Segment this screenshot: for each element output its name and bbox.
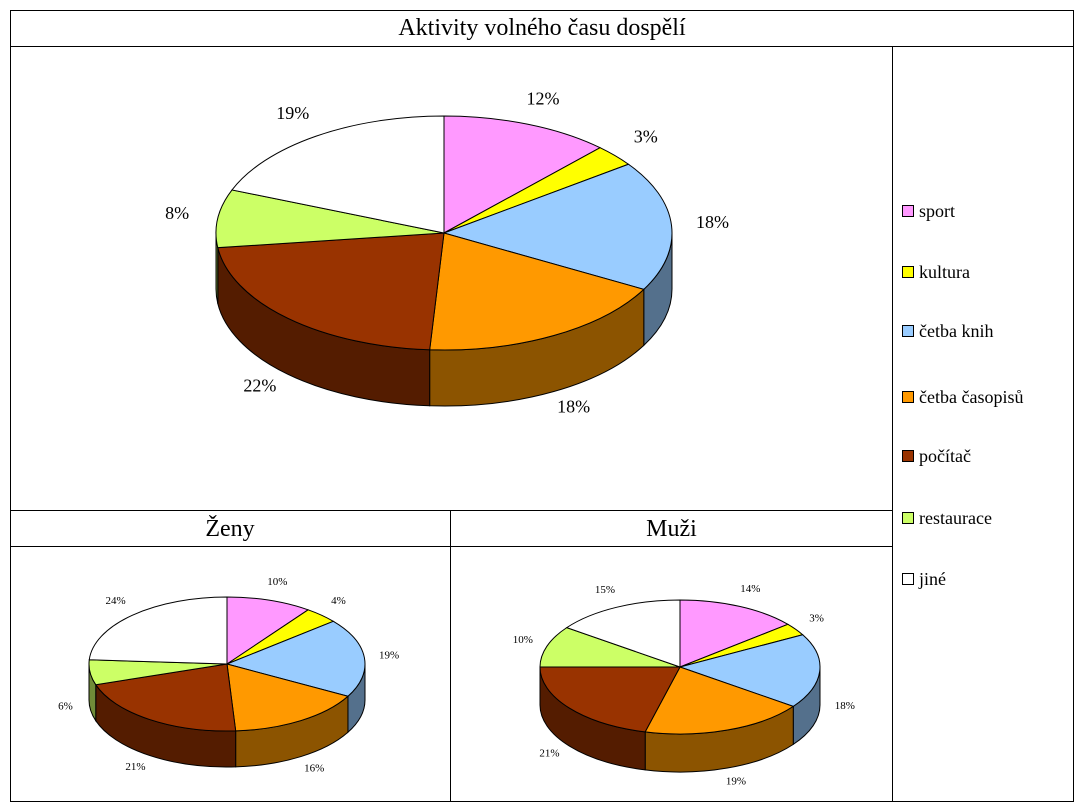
legend-label: kultura xyxy=(919,261,970,282)
pie-slice-restaurace xyxy=(539,627,681,668)
legend-item-pocitac: počítač xyxy=(902,445,971,467)
data-label: 18% xyxy=(557,397,590,417)
pie-slice-počítač xyxy=(94,663,237,732)
legend-item-kultura: kultura xyxy=(902,261,970,283)
pie-slice-četba časopisů xyxy=(429,232,645,351)
muzi-chart-title: Muži xyxy=(646,516,697,542)
pie-slice-četba knih xyxy=(225,620,366,697)
legend-swatch xyxy=(902,266,914,278)
legend-item-sport: sport xyxy=(902,200,955,222)
legend-label: počítač xyxy=(919,445,971,466)
data-label: 15% xyxy=(595,584,615,596)
divider xyxy=(450,510,451,802)
pie-slice-četba knih xyxy=(442,163,673,290)
pie-slice-sport xyxy=(443,115,602,234)
data-label: 12% xyxy=(527,88,560,108)
legend-label: četba časopisů xyxy=(919,386,1024,407)
pie-slice-jiné xyxy=(565,599,681,668)
pie-slice-sport xyxy=(679,599,790,668)
data-label: 14% xyxy=(740,583,760,595)
main-chart-title: Aktivity volného času dospělí xyxy=(398,15,686,41)
pie-slice-jiné xyxy=(231,115,445,234)
data-label: 21% xyxy=(125,761,145,773)
pie-slice-počítač xyxy=(539,666,681,733)
divider xyxy=(892,46,893,802)
data-label: 24% xyxy=(105,595,125,607)
legend-item-jine: jiné xyxy=(902,568,946,590)
pie-slice-jiné xyxy=(88,596,228,665)
legend-swatch xyxy=(902,573,914,585)
legend-swatch xyxy=(902,450,914,462)
data-label: 10% xyxy=(513,634,533,646)
data-label: 6% xyxy=(58,701,73,713)
legend-swatch xyxy=(902,205,914,217)
pie-slice-sport xyxy=(226,596,310,665)
data-label: 22% xyxy=(243,376,276,396)
chart-table-border xyxy=(10,10,1074,802)
zeny-chart-title: Ženy xyxy=(205,516,255,542)
divider xyxy=(10,46,1074,47)
data-label: 19% xyxy=(379,649,399,661)
legend-swatch xyxy=(902,512,914,524)
zeny-pie: 10% 4% 19% 16% 21% 6% 24% xyxy=(58,576,399,774)
data-label: 19% xyxy=(726,775,746,787)
legend-label: četba knih xyxy=(919,320,994,341)
data-label: 8% xyxy=(165,203,189,223)
divider xyxy=(10,546,892,547)
data-label: 10% xyxy=(267,576,287,588)
legend-swatch xyxy=(902,325,914,337)
muzi-pie: 14% 3% 18% 19% 21% 10% 15% xyxy=(513,583,855,787)
pie-slice-četba knih xyxy=(678,634,821,707)
pie-slice-četba časopisů xyxy=(226,663,349,732)
legend-item-cetba-knih: četba knih xyxy=(902,320,993,342)
data-label: 19% xyxy=(276,103,309,123)
data-label: 18% xyxy=(835,700,855,712)
legend-label: sport xyxy=(919,200,955,221)
data-label: 3% xyxy=(809,612,824,624)
legend-label: jiné xyxy=(919,568,946,589)
data-label: 21% xyxy=(539,747,559,759)
data-label: 3% xyxy=(634,127,658,147)
data-label: 18% xyxy=(696,212,729,232)
divider xyxy=(10,510,892,511)
pie-slice-četba časopisů xyxy=(644,666,795,735)
legend-item-cetba-casopisu: četba časopisů xyxy=(902,386,1023,408)
pie-slice-počítač xyxy=(217,232,445,351)
main-pie: 12% 3% 18% 18% 22% 8% 19% xyxy=(165,88,729,416)
legend-label: restaurace xyxy=(919,507,992,528)
data-label: 16% xyxy=(304,762,324,774)
legend-swatch xyxy=(902,391,914,403)
data-label: 4% xyxy=(331,595,346,607)
legend-item-restaurace: restaurace xyxy=(902,507,992,529)
pie-slice-restaurace xyxy=(215,189,445,249)
